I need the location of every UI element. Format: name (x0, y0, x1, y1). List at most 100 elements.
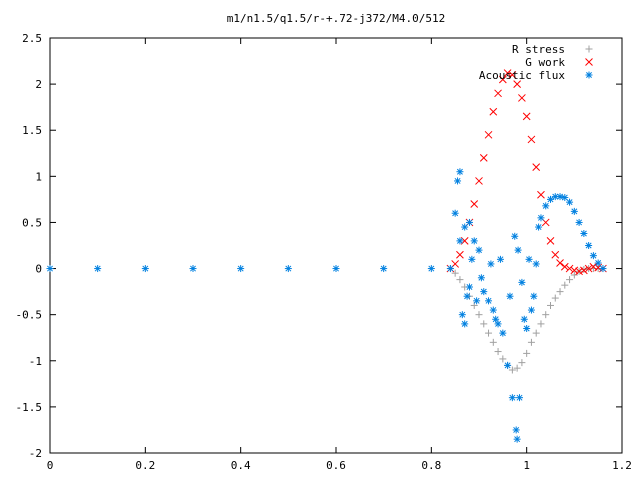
data-point (332, 265, 340, 273)
data-point (532, 260, 540, 268)
data-point (542, 202, 550, 210)
data-point (594, 259, 602, 267)
legend-marker (585, 58, 593, 66)
data-point (532, 329, 540, 337)
series-g-work (446, 69, 607, 276)
legend-marker (585, 45, 593, 53)
data-point (508, 394, 516, 402)
data-point (542, 311, 550, 319)
data-point (566, 198, 574, 206)
x-tick-label: 0 (47, 459, 54, 472)
y-tick-label: -1.5 (16, 401, 43, 414)
data-point (508, 366, 516, 374)
data-point (535, 223, 543, 231)
data-point (485, 297, 493, 305)
x-tick-label: 0.2 (135, 459, 155, 472)
data-point (461, 223, 469, 231)
data-point (513, 435, 521, 443)
data-point (560, 262, 569, 271)
data-point (527, 306, 535, 314)
data-point (458, 311, 466, 319)
data-point (585, 242, 593, 249)
data-point (46, 265, 54, 273)
data-point (446, 265, 454, 273)
data-point (503, 69, 512, 77)
data-point (566, 276, 574, 284)
data-point (589, 252, 597, 260)
data-point (465, 283, 473, 291)
data-point (511, 232, 519, 240)
data-point (508, 71, 517, 79)
data-point (468, 255, 476, 263)
data-point (461, 320, 469, 328)
data-point (527, 338, 535, 346)
data-point (523, 349, 531, 357)
data-point (480, 288, 488, 296)
data-point (489, 338, 497, 346)
data-point (570, 271, 578, 279)
data-point (520, 315, 528, 323)
data-point (494, 348, 502, 356)
data-point (499, 355, 507, 363)
legend-label: R stress (512, 43, 565, 56)
data-point (499, 329, 507, 337)
data-point (556, 288, 564, 296)
data-point (512, 426, 520, 434)
data-point (480, 320, 488, 328)
y-tick-label: -1 (29, 355, 42, 368)
y-axis: 2.5 2 1.5 1 0.5 0 -0.5 -1 -1.5 -2 (16, 32, 622, 460)
data-point (475, 177, 483, 185)
data-point (537, 190, 545, 199)
data-point (465, 218, 473, 226)
data-point (494, 320, 502, 328)
data-point (518, 359, 526, 367)
data-point (504, 361, 512, 369)
data-point (456, 250, 464, 259)
y-tick-label: 1.5 (22, 124, 42, 137)
data-point (570, 266, 579, 275)
data-point (427, 265, 435, 273)
x-tick-label: 1 (523, 459, 530, 472)
data-point (589, 262, 598, 271)
x-tick-label: 1.2 (612, 459, 632, 472)
data-point (561, 194, 569, 202)
data-point (487, 260, 495, 268)
data-point (556, 259, 564, 267)
data-point (551, 250, 560, 259)
data-point (565, 264, 574, 273)
data-point (451, 209, 459, 217)
data-point (561, 281, 569, 289)
data-point (475, 311, 483, 319)
data-point (522, 112, 531, 121)
data-point (489, 107, 498, 116)
data-point (580, 230, 588, 238)
data-point (584, 264, 593, 273)
data-point (492, 315, 500, 323)
data-point (506, 292, 514, 300)
data-point (494, 89, 502, 98)
x-tick-label: 0.6 (326, 459, 346, 472)
data-point (380, 265, 388, 273)
data-point (575, 267, 583, 276)
data-point (470, 237, 478, 245)
data-point (537, 214, 545, 222)
data-point (484, 130, 493, 139)
x-axis: 0 0.2 0.4 0.6 0.8 1 1.2 (47, 38, 632, 472)
y-tick-label: 0.5 (22, 216, 42, 229)
data-point (237, 265, 245, 273)
data-point (475, 246, 483, 254)
data-point (530, 292, 538, 300)
data-point (513, 80, 521, 88)
data-point (470, 200, 479, 208)
data-point (518, 278, 526, 286)
data-point (556, 193, 564, 201)
data-point (463, 292, 471, 300)
y-tick-label: 0 (35, 263, 42, 276)
y-tick-label: -0.5 (16, 309, 43, 322)
legend-label: Acoustic flux (479, 69, 565, 82)
y-tick-label: 1 (35, 170, 42, 183)
y-tick-label: 2 (35, 78, 42, 91)
data-point (485, 329, 493, 337)
